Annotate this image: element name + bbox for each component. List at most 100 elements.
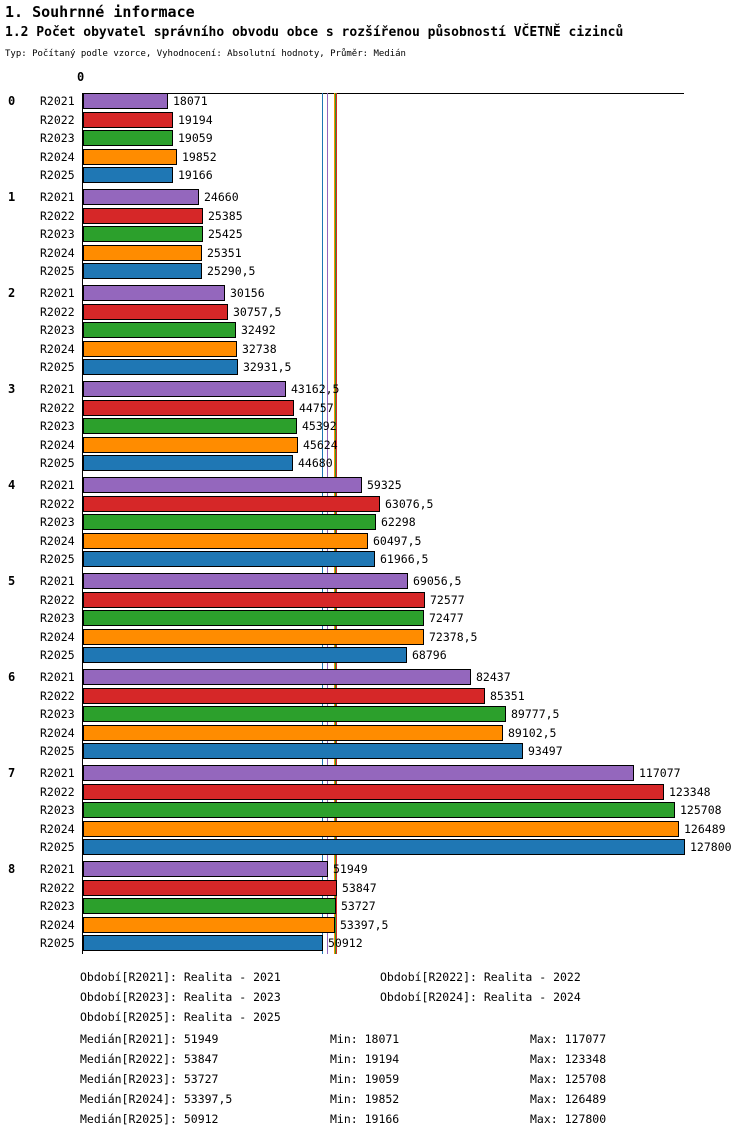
bar-value-label: 61966,5: [380, 552, 429, 566]
bar: [83, 130, 173, 146]
series-label: R2025: [40, 552, 75, 566]
bar-value-label: 19852: [182, 149, 217, 164]
stat-min-r2025: Min: 19166: [330, 1112, 400, 1126]
series-label: R2025: [40, 168, 75, 182]
bar: [83, 244, 202, 261]
bar-chart: 0 0 R2021 18071 R2022 19194 R2023 19059 R2024 19…: [0, 66, 750, 958]
bar-value-label: 126489: [684, 821, 726, 836]
group-label: 7: [8, 766, 16, 780]
series-label: R2022: [40, 208, 75, 223]
bar-value-label: 82437: [476, 670, 511, 684]
bar: [83, 647, 407, 663]
group-label: 0: [8, 94, 16, 108]
legend-item-r2021: Období[R2021]: Realita - 2021: [80, 970, 281, 984]
bar-value-label: 18071: [173, 94, 208, 108]
bar: [83, 418, 297, 434]
series-label: R2022: [40, 400, 75, 415]
series-label: R2021: [40, 862, 75, 876]
series-label: R2021: [40, 766, 75, 780]
series-label: R2024: [40, 533, 75, 548]
bar-value-label: 19194: [178, 112, 213, 127]
bar-value-label: 32738: [242, 341, 277, 356]
bar: [83, 573, 408, 589]
bar: [83, 861, 328, 877]
group-label: 1: [8, 190, 16, 204]
bar-value-label: 72378,5: [429, 629, 478, 644]
bar: [83, 477, 362, 493]
bar: [83, 898, 336, 914]
series-label: R2024: [40, 917, 75, 932]
bar: [83, 455, 293, 471]
bar-value-label: 45392: [302, 419, 337, 433]
x-axis-line: [82, 93, 684, 94]
series-label: R2023: [40, 131, 75, 145]
bar-value-label: 43162,5: [291, 382, 340, 396]
bar: [83, 591, 425, 608]
legend-item-r2023: Období[R2023]: Realita - 2023: [80, 990, 281, 1004]
bar: [83, 285, 225, 301]
series-label: R2023: [40, 227, 75, 241]
bar-value-label: 44757: [299, 400, 334, 415]
legend-item-r2022: Období[R2022]: Realita - 2022: [380, 970, 581, 984]
bar-value-label: 30156: [230, 286, 265, 300]
bar-value-label: 123348: [669, 784, 711, 799]
bar-value-label: 25351: [207, 245, 242, 260]
chart-title: 1.2 Počet obyvatel správního obvodu obce…: [5, 25, 624, 40]
bar: [83, 916, 335, 933]
bar: [83, 935, 323, 951]
y-axis-line: [82, 93, 83, 954]
stat-max-r2024: Max: 126489: [530, 1092, 607, 1106]
bar-value-label: 72477: [429, 611, 464, 625]
series-label: R2025: [40, 840, 75, 854]
bar: [83, 514, 376, 530]
bar-value-label: 45624: [303, 437, 338, 452]
bar: [83, 628, 424, 645]
bar-value-label: 25385: [208, 208, 243, 223]
series-label: R2025: [40, 456, 75, 470]
series-label: R2022: [40, 112, 75, 127]
bar: [83, 879, 337, 896]
bar: [83, 610, 424, 626]
bar: [83, 532, 368, 549]
series-label: R2025: [40, 360, 75, 374]
bar-value-label: 60497,5: [373, 533, 422, 548]
bar-value-label: 51949: [333, 862, 368, 876]
bar-value-label: 50912: [328, 936, 363, 950]
bar: [83, 783, 664, 800]
bar-value-label: 53727: [341, 899, 376, 913]
bar: [83, 226, 203, 242]
series-label: R2024: [40, 725, 75, 740]
bar: [83, 820, 679, 837]
group-label: 2: [8, 286, 16, 300]
stat-max-r2025: Max: 127800: [530, 1112, 607, 1126]
group-label: 5: [8, 574, 16, 588]
bar-value-label: 24660: [204, 190, 239, 204]
group-label: 3: [8, 382, 16, 396]
bar-value-label: 19166: [178, 168, 213, 182]
bar: [83, 263, 202, 279]
series-label: R2024: [40, 437, 75, 452]
series-label: R2023: [40, 419, 75, 433]
series-label: R2021: [40, 478, 75, 492]
group-label: 8: [8, 862, 16, 876]
series-label: R2022: [40, 784, 75, 799]
chart-meta: Typ: Počítaný podle vzorce, Vyhodnocení:…: [5, 49, 406, 59]
bar-value-label: 72577: [430, 592, 465, 607]
bar-value-label: 93497: [528, 744, 563, 758]
series-label: R2022: [40, 880, 75, 895]
bar-value-label: 19059: [178, 131, 213, 145]
bar-value-label: 85351: [490, 688, 525, 703]
bar-value-label: 30757,5: [233, 304, 282, 319]
bar: [83, 322, 236, 338]
bar-value-label: 117077: [639, 766, 681, 780]
series-label: R2021: [40, 94, 75, 108]
bar-value-label: 68796: [412, 648, 447, 662]
stat-median-r2021: Medián[R2021]: 51949: [80, 1032, 219, 1046]
bar-value-label: 53397,5: [340, 917, 389, 932]
series-label: R2023: [40, 899, 75, 913]
bar-value-label: 44680: [298, 456, 333, 470]
series-label: R2024: [40, 629, 75, 644]
bar: [83, 207, 203, 224]
series-label: R2025: [40, 648, 75, 662]
